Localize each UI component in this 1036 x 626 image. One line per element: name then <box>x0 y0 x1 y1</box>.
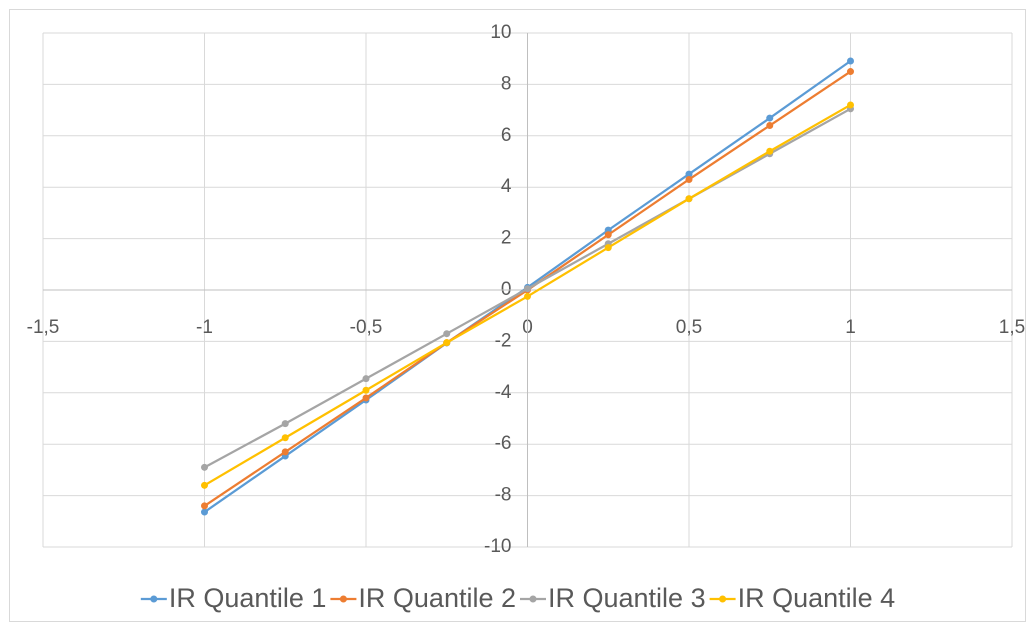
x-tick-label: -1 <box>196 317 213 338</box>
data-point <box>524 285 531 293</box>
legend-label: IR Quantile 3 <box>548 583 706 613</box>
x-tick-label: -1,5 <box>27 317 60 338</box>
data-point <box>362 394 370 402</box>
data-point <box>281 448 289 456</box>
data-point <box>604 244 612 252</box>
y-tick-label: 6 <box>501 125 512 146</box>
x-tick-label: 1,5 <box>999 317 1025 338</box>
legend-label: IR Quantile 2 <box>358 583 516 613</box>
chart-border <box>9 9 1026 622</box>
x-tick-label: 1 <box>845 317 856 338</box>
y-tick-label: -2 <box>495 330 512 351</box>
legend-label: IR Quantile 1 <box>169 583 327 613</box>
legend-marker <box>150 595 158 603</box>
data-point <box>847 101 854 109</box>
y-tick-label: -6 <box>495 433 512 454</box>
legend: IR Quantile 1 IR Quantile 2 IR Quantile 3 I… <box>140 583 896 613</box>
data-point <box>685 195 693 203</box>
data-point <box>362 386 370 394</box>
data-point <box>847 68 854 76</box>
y-tick-label: 10 <box>490 22 511 43</box>
legend-marker <box>339 595 347 603</box>
y-tick-label: -4 <box>495 382 512 403</box>
y-tick-label: -10 <box>484 536 511 557</box>
y-tick-label: 4 <box>501 176 512 197</box>
legend-marker <box>529 595 537 603</box>
data-point <box>362 375 370 383</box>
data-point <box>201 463 208 471</box>
data-point <box>685 170 693 178</box>
data-point <box>847 57 854 65</box>
y-tick-label: 8 <box>501 73 512 94</box>
data-point <box>443 330 451 338</box>
data-point <box>766 114 774 122</box>
data-point <box>201 508 208 516</box>
data-point <box>524 292 531 300</box>
data-point <box>604 231 612 239</box>
data-point <box>766 147 774 155</box>
x-tick-label: -0,5 <box>350 317 383 338</box>
data-point <box>201 502 208 510</box>
data-point <box>685 175 693 183</box>
y-tick-label: -8 <box>495 485 512 506</box>
data-point <box>281 420 289 428</box>
legend-marker <box>719 595 727 603</box>
data-point <box>281 434 289 442</box>
data-point <box>766 122 774 130</box>
x-tick-label: 0,5 <box>676 317 702 338</box>
y-tick-label: 2 <box>501 228 512 249</box>
data-point <box>443 339 451 347</box>
legend-label: IR Quantile 4 <box>738 583 896 613</box>
data-point <box>201 481 208 489</box>
